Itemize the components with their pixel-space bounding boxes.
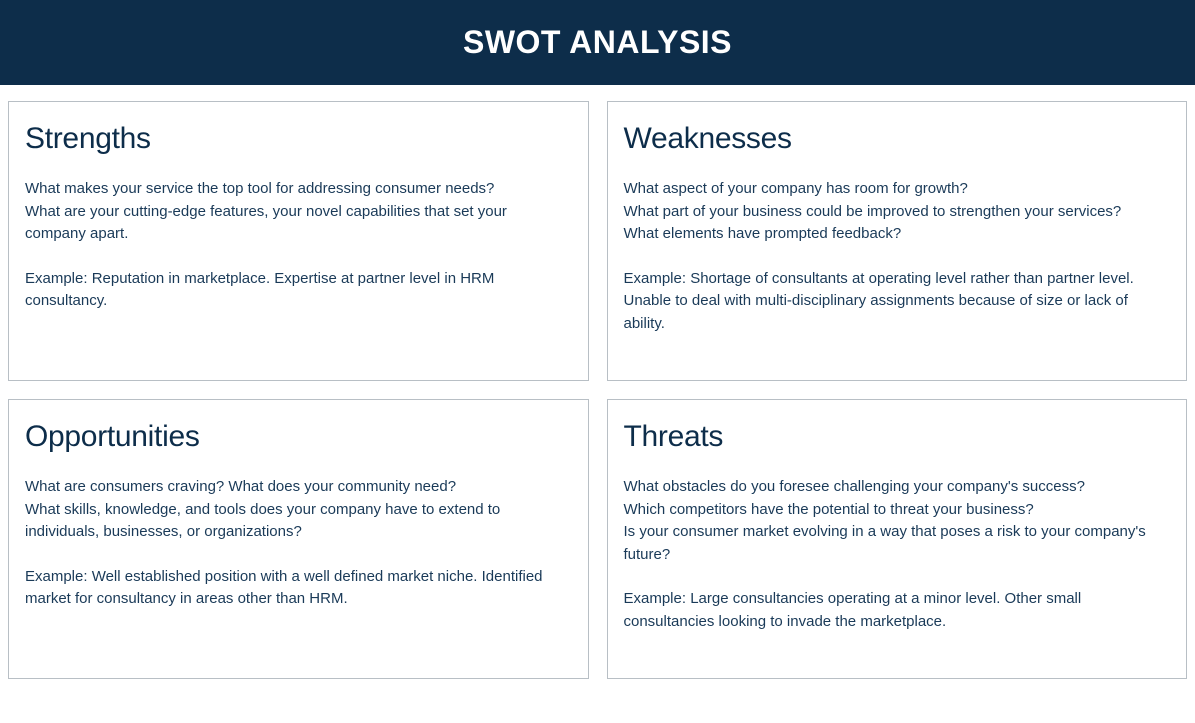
weaknesses-body: What aspect of your company has room for… [624,178,1171,335]
opportunities-card: Opportunities What are consumers craving… [8,399,589,679]
weaknesses-questions: What aspect of your company has room for… [624,178,1171,246]
opportunities-title: Opportunities [25,420,572,454]
opportunities-questions: What are consumers craving? What does yo… [25,476,572,544]
threats-card: Threats What obstacles do you foresee ch… [607,399,1188,679]
threats-questions: What obstacles do you foresee challengin… [624,476,1171,566]
opportunities-body: What are consumers craving? What does yo… [25,476,572,611]
swot-grid: Strengths What makes your service the to… [0,85,1195,687]
strengths-questions: What makes your service the top tool for… [25,178,572,246]
weaknesses-example: Example: Shortage of consultants at oper… [624,268,1171,336]
page-title: SWOT ANALYSIS [0,24,1195,61]
threats-title: Threats [624,420,1171,454]
swot-header: SWOT ANALYSIS [0,0,1195,85]
strengths-title: Strengths [25,122,572,156]
threats-body: What obstacles do you foresee challengin… [624,476,1171,633]
weaknesses-title: Weaknesses [624,122,1171,156]
opportunities-example: Example: Well established position with … [25,566,572,611]
threats-example: Example: Large consultancies operating a… [624,588,1171,633]
weaknesses-card: Weaknesses What aspect of your company h… [607,101,1188,381]
strengths-card: Strengths What makes your service the to… [8,101,589,381]
strengths-example: Example: Reputation in marketplace. Expe… [25,268,572,313]
strengths-body: What makes your service the top tool for… [25,178,572,313]
